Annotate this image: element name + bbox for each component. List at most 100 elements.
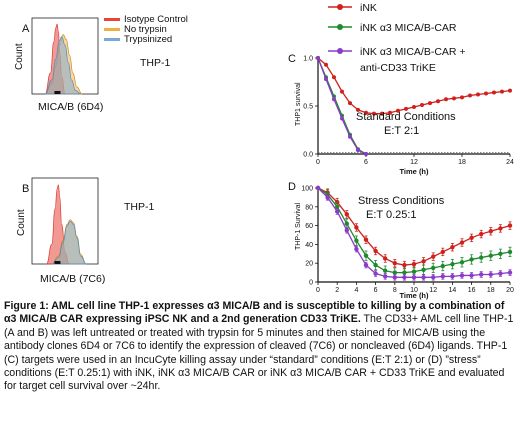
panel-d-ylabel: THP-1 Survival bbox=[295, 202, 302, 250]
y-tick-label: 100 bbox=[301, 186, 313, 193]
series-2 bbox=[315, 185, 513, 281]
panel-c: C 0 6 12 18 24 0.0 0.5 1.0 THP1 survival Time (… bbox=[288, 53, 514, 176]
data-point bbox=[364, 152, 368, 156]
x-tick-label: 6 bbox=[374, 287, 378, 294]
series-line-1 bbox=[317, 57, 367, 155]
data-point bbox=[364, 110, 368, 115]
data-point bbox=[444, 97, 448, 102]
data-point bbox=[363, 262, 369, 268]
data-point bbox=[402, 270, 407, 275]
x-tick-label: 8 bbox=[393, 287, 397, 294]
data-point bbox=[469, 235, 474, 241]
data-point bbox=[440, 274, 445, 279]
data-point bbox=[372, 111, 376, 116]
legend-label-1: No trypsin bbox=[124, 24, 167, 35]
data-point bbox=[500, 89, 504, 94]
legend-text-0: iNK bbox=[360, 2, 377, 14]
series-2 bbox=[316, 56, 368, 156]
data-point bbox=[324, 62, 328, 67]
y-tick-label: 0 bbox=[309, 280, 313, 287]
x-tick-label: 16 bbox=[468, 287, 476, 294]
histogram-zero-marker bbox=[54, 91, 61, 94]
panel-d-xlabel: Time (h) bbox=[399, 291, 429, 300]
x-tick-label: 18 bbox=[458, 159, 466, 166]
data-point bbox=[479, 231, 484, 237]
data-point bbox=[344, 228, 349, 233]
data-point bbox=[324, 77, 328, 82]
data-point bbox=[354, 225, 359, 230]
panel-b-letter: B bbox=[22, 183, 29, 195]
data-point bbox=[484, 91, 488, 96]
data-point bbox=[508, 88, 512, 93]
data-point bbox=[460, 95, 464, 100]
panel-a-histograms bbox=[44, 23, 83, 95]
data-point bbox=[476, 92, 480, 97]
series-1 bbox=[315, 185, 513, 278]
data-point bbox=[459, 260, 465, 265]
x-tick-label: 20 bbox=[506, 287, 514, 294]
legend-marker-0 bbox=[337, 4, 343, 10]
x-tick-label: 12 bbox=[429, 287, 437, 294]
figure-canvas: A Count MICA/B (6D4) THP-1 Isotype Contr… bbox=[14, 2, 514, 300]
panel-b-xlabel: MICA/B (7C6) bbox=[40, 273, 105, 285]
data-point bbox=[348, 101, 352, 106]
data-point bbox=[388, 110, 392, 115]
data-point bbox=[431, 254, 436, 259]
data-point bbox=[396, 108, 400, 113]
data-point bbox=[332, 97, 336, 102]
panel-b-ylabel: Count bbox=[16, 209, 27, 236]
data-point bbox=[498, 271, 503, 276]
x-tick-label: 14 bbox=[449, 287, 457, 294]
legend-swatch-1 bbox=[104, 28, 120, 31]
data-point bbox=[440, 263, 445, 269]
data-point bbox=[332, 75, 336, 80]
legend-text-3: anti-CD33 TriKE bbox=[360, 62, 436, 74]
data-point bbox=[316, 56, 320, 60]
data-point bbox=[348, 134, 352, 139]
data-point bbox=[469, 273, 474, 278]
legend-swatch-0 bbox=[104, 18, 120, 21]
data-point bbox=[412, 104, 416, 109]
data-point bbox=[411, 261, 417, 267]
caption-title: Figure 1: AML cell line THP-1 expresses … bbox=[4, 300, 505, 326]
data-point bbox=[469, 257, 474, 262]
x-tick-label: 24 bbox=[506, 159, 514, 166]
data-point bbox=[383, 256, 388, 261]
data-point bbox=[488, 253, 493, 258]
panel-d-axes: 0 2 4 6 8 10 12 14 16 18 20 0 20 40 60 80 100 bbox=[301, 186, 514, 295]
data-point bbox=[315, 185, 321, 191]
data-point bbox=[402, 262, 407, 268]
y-tick-label: 60 bbox=[305, 223, 313, 230]
data-point bbox=[428, 101, 432, 106]
data-point bbox=[402, 275, 407, 280]
data-point bbox=[507, 223, 513, 228]
data-point bbox=[373, 248, 378, 254]
panel-c-annotation-ratio: E:T 2:1 bbox=[384, 125, 419, 137]
figure-caption: Figure 1: AML cell line THP-1 expresses … bbox=[4, 300, 516, 394]
data-point bbox=[354, 238, 359, 243]
data-point bbox=[436, 99, 440, 104]
legend-swatch-2 bbox=[104, 38, 120, 41]
panel-a-letter: A bbox=[22, 23, 30, 35]
x-tick-label: 6 bbox=[364, 159, 368, 166]
data-point bbox=[421, 275, 426, 280]
y-tick-label: 0.0 bbox=[303, 152, 313, 159]
data-point bbox=[363, 253, 369, 258]
panel-c-annotation: Standard Conditions bbox=[356, 111, 456, 123]
line-legend: iNK iNK α3 MICA/B-CAR iNK α3 MICA/B-CAR + a… bbox=[328, 2, 466, 74]
legend-marker-2 bbox=[337, 48, 343, 54]
x-tick-label: 18 bbox=[487, 287, 495, 294]
legend-marker-1 bbox=[337, 24, 343, 30]
data-point bbox=[356, 148, 360, 153]
histogram-trypsinized bbox=[51, 220, 87, 265]
panel-c-xlabel: Time (h) bbox=[399, 167, 429, 176]
data-point bbox=[468, 93, 472, 98]
data-point bbox=[383, 268, 388, 273]
data-point bbox=[488, 229, 493, 234]
panel-c-axes: 0 6 12 18 24 0.0 0.5 1.0 bbox=[303, 56, 514, 167]
x-tick-label: 2 bbox=[335, 287, 339, 294]
y-tick-label: 40 bbox=[305, 242, 313, 249]
data-point bbox=[450, 274, 455, 279]
data-point bbox=[498, 226, 503, 231]
histogram-trypsinized bbox=[45, 36, 81, 95]
